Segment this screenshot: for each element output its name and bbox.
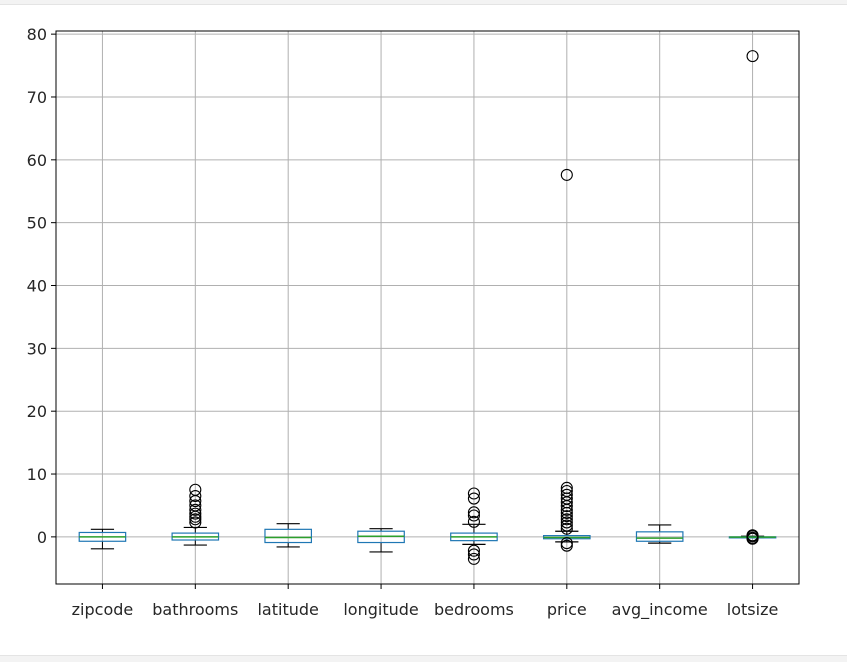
box-bathrooms (171, 483, 220, 546)
flier-point (189, 499, 202, 512)
x-tick-label: price (547, 600, 587, 619)
x-tick-label: avg_income (612, 600, 708, 620)
box-avg_income (635, 524, 684, 544)
cell-bottom-border (0, 655, 847, 662)
flier-point (189, 507, 202, 520)
flier-point (746, 532, 759, 545)
flier-point (189, 489, 202, 503)
y-tick-label: 0 (37, 528, 47, 547)
flier-point (467, 515, 480, 528)
y-tick-label: 80 (27, 25, 47, 44)
y-tick-label: 50 (27, 214, 47, 233)
cell-top-border (0, 0, 847, 5)
y-tick-label: 70 (27, 88, 47, 107)
boxes-layer (78, 50, 777, 565)
flier-point (189, 483, 202, 496)
y-tick-label: 30 (27, 339, 47, 358)
flier-point (467, 506, 480, 519)
box-lotsize (728, 50, 777, 545)
flier-point (560, 513, 573, 526)
flier-point (560, 510, 573, 523)
box-bedrooms (450, 487, 498, 565)
x-tick-label: lotsize (727, 600, 779, 619)
axes-frame (55, 30, 800, 585)
ticks-layer: 0 10 20 30 40 50 60 70 80 zipcode bathrooms latitud… (27, 25, 779, 620)
box-latitude (264, 523, 313, 548)
flier-point (560, 168, 573, 181)
flier-point (189, 503, 202, 516)
x-tick-label: latitude (257, 600, 318, 619)
flier-point (467, 509, 480, 522)
flier-point (560, 484, 573, 498)
flier-point (467, 487, 480, 500)
flier-point (467, 544, 480, 557)
box-zipcode (78, 528, 127, 550)
y-tick-label: 20 (27, 402, 47, 421)
x-tick-label: longitude (343, 600, 418, 619)
flier-point (560, 519, 573, 532)
x-tick-label: bathrooms (152, 600, 238, 619)
grid-lines (56, 31, 799, 584)
flier-point (467, 492, 480, 505)
flier-point (560, 522, 573, 535)
flier-point (467, 552, 480, 565)
flier-point (560, 481, 573, 494)
x-tick-label: zipcode (72, 600, 134, 619)
box-price (542, 168, 591, 552)
box-rect (264, 528, 313, 544)
flier-point (560, 488, 573, 501)
flier-point (746, 50, 759, 63)
y-tick-label: 40 (27, 277, 47, 296)
y-tick-label: 60 (27, 151, 47, 170)
flier-point (467, 548, 480, 561)
x-tick-label: bedrooms (434, 600, 514, 619)
box-rect (635, 531, 684, 542)
flier-point (560, 516, 573, 529)
flier-point (189, 516, 202, 529)
box-longitude (357, 528, 405, 553)
y-tick-label: 10 (27, 465, 47, 484)
flier-point (560, 539, 573, 552)
